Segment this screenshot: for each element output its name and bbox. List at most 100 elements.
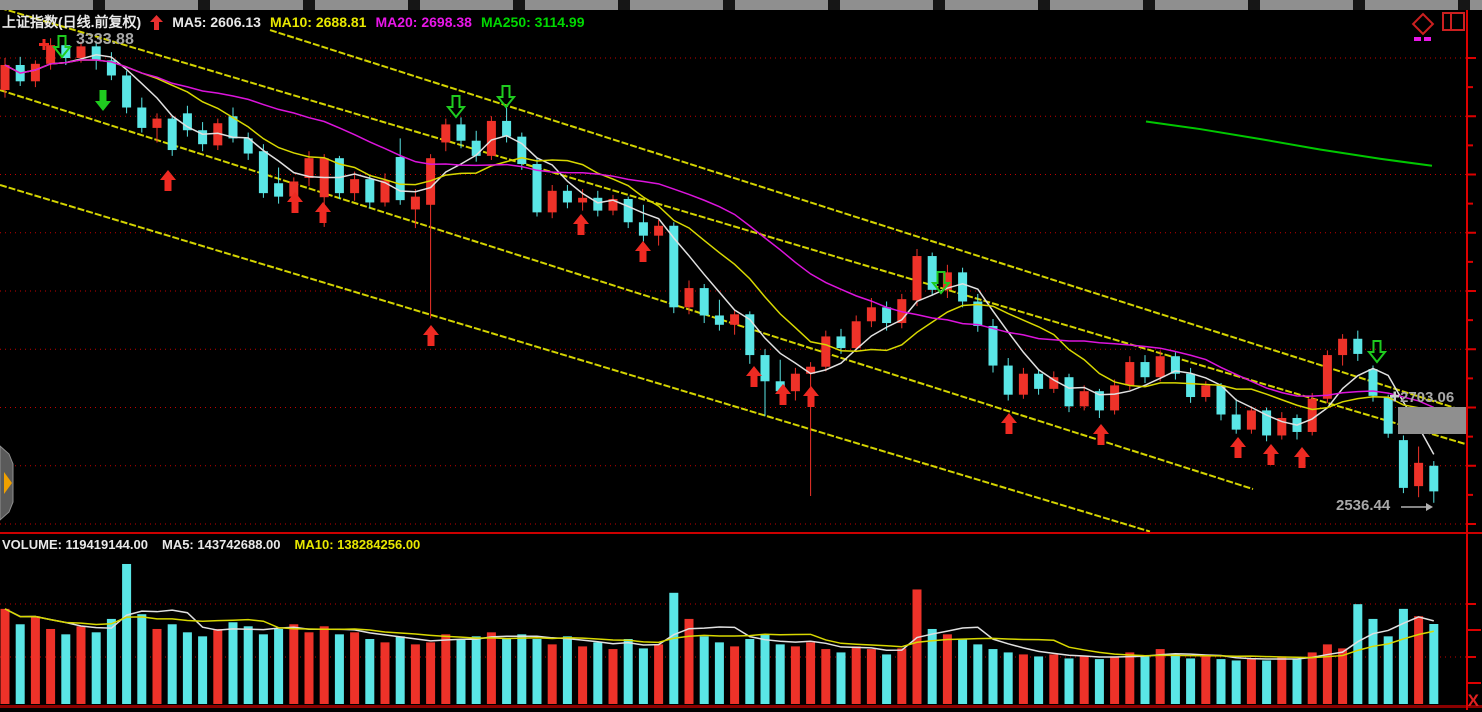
- candle-body: [1307, 398, 1317, 432]
- candle-body: [1246, 410, 1256, 430]
- volume-bar: [532, 639, 542, 704]
- volume-bar: [669, 592, 679, 704]
- volume-bar: [1231, 660, 1241, 704]
- candle-body: [106, 60, 116, 76]
- volume-bar: [304, 632, 314, 704]
- candle-body: [882, 307, 892, 324]
- channel-trendline[interactable]: [269, 29, 1468, 413]
- volume-bar: [0, 608, 10, 704]
- volume-bar: [395, 636, 405, 704]
- buy-signal-arrow-icon: [635, 241, 651, 262]
- candle-body: [1018, 373, 1028, 395]
- volume-bar: [608, 649, 618, 704]
- sell-signal-arrow-icon: [930, 271, 952, 295]
- up-arrow-icon: [150, 14, 164, 30]
- volume-bar: [106, 618, 116, 704]
- buy-signal-arrow-icon: [423, 325, 439, 346]
- candle-body: [1322, 355, 1332, 399]
- volume-bar: [836, 652, 846, 704]
- candle-body: [988, 325, 998, 366]
- volume-ma10-value: MA10: 138284256.00: [294, 537, 421, 552]
- candle-body: [684, 288, 694, 308]
- volume-bar: [973, 644, 983, 704]
- buy-signal-arrow-icon: [775, 384, 791, 405]
- ma20-value: MA20: 2698.38: [375, 14, 472, 30]
- volume-bar: [350, 632, 360, 704]
- candle-body: [1338, 338, 1348, 356]
- volume-bar: [1064, 658, 1074, 704]
- candle-body: [502, 120, 512, 137]
- volume-bar: [942, 634, 952, 704]
- volume-bar: [851, 646, 861, 704]
- volume-bar: [76, 626, 86, 704]
- candle-body: [1110, 385, 1120, 411]
- sidebar-expand-handle[interactable]: [0, 444, 17, 522]
- volume-bar: [623, 639, 633, 704]
- channel-trendline[interactable]: [0, 89, 1254, 491]
- channel-trendline[interactable]: [0, 184, 1151, 532]
- candle-body: [821, 336, 831, 367]
- buy-signal-arrow-icon: [1263, 444, 1279, 465]
- volume-bar: [1003, 652, 1013, 704]
- volume-ma5-line: [4, 608, 1434, 660]
- volume-bar: [1277, 656, 1287, 704]
- candle-body: [1186, 373, 1196, 398]
- volume-bar: [152, 628, 162, 704]
- candle-body: [866, 307, 876, 322]
- candle-body: [258, 151, 268, 194]
- candle-body: [745, 314, 755, 356]
- volume-bar: [182, 632, 192, 704]
- candle-body: [1003, 365, 1013, 395]
- volume-bar: [1049, 654, 1059, 704]
- volume-bar: [1110, 656, 1120, 704]
- diamond-tool-icon[interactable]: [1411, 12, 1435, 52]
- volume-bar: [471, 636, 481, 704]
- split-panel-icon[interactable]: [1442, 12, 1466, 32]
- candle-body: [562, 190, 572, 203]
- volume-bar: [821, 649, 831, 704]
- volume-bar: [213, 628, 223, 704]
- candle-body: [836, 336, 846, 349]
- candle-body: [395, 157, 405, 201]
- volume-pane[interactable]: [0, 563, 1467, 704]
- price-tag-box[interactable]: [1398, 407, 1467, 434]
- expand-triangle-icon: [4, 472, 12, 494]
- candle-body: [593, 197, 603, 211]
- volume-bar: [365, 639, 375, 704]
- candle-body: [1414, 462, 1424, 487]
- candle-body: [1201, 385, 1211, 398]
- candle-body: [456, 124, 466, 141]
- ma10-line: [4, 59, 1435, 416]
- buy-signal-arrow-icon: [803, 386, 819, 407]
- volume-bar: [745, 639, 755, 704]
- candle-body: [638, 222, 648, 236]
- candle-body: [532, 164, 542, 213]
- volume-bar: [502, 639, 512, 704]
- main-price-pane[interactable]: [0, 8, 1468, 532]
- candle-body: [441, 124, 451, 143]
- volume-bar: [319, 626, 329, 704]
- candle-body: [578, 197, 588, 203]
- volume-bar: [882, 654, 892, 704]
- volume-bar: [730, 646, 740, 704]
- close-button[interactable]: X: [1467, 691, 1479, 710]
- volume-bar: [167, 624, 177, 704]
- candle-body: [1049, 377, 1059, 389]
- candle-body: [1262, 410, 1272, 436]
- candle-body: [1353, 338, 1363, 354]
- volume-bar: [806, 642, 816, 704]
- volume-ma10-line: [4, 608, 1434, 659]
- buy-signal-arrow-icon: [1001, 413, 1017, 434]
- candle-body: [1079, 391, 1089, 407]
- candle-body: [152, 118, 162, 128]
- volume-bar: [638, 648, 648, 704]
- main-chart-header: 上证指数(日线.前复权) MA5: 2606.13 MA10: 2688.81 …: [2, 12, 585, 32]
- sell-signal-arrow-icon: [95, 90, 111, 111]
- volume-bar: [486, 632, 496, 704]
- channel-trendline[interactable]: [0, 8, 1468, 446]
- volume-bar: [562, 636, 572, 704]
- volume-bar: [61, 634, 71, 704]
- volume-bar: [714, 642, 724, 704]
- candle-body: [1216, 385, 1226, 415]
